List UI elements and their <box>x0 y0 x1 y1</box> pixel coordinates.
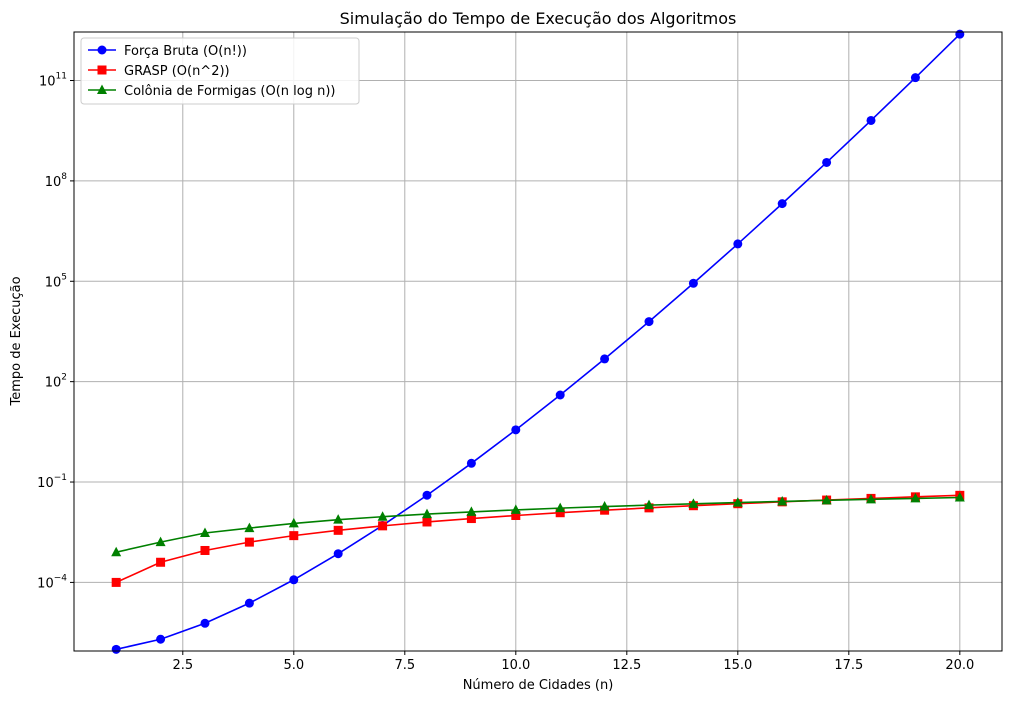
x-tick-label: 20.0 <box>945 658 974 673</box>
data-point-triangle <box>555 502 566 513</box>
legend-label: GRASP (O(n^2)) <box>124 64 230 79</box>
data-point-square <box>378 521 388 531</box>
x-axis-label: Número de Cidades (n) <box>463 678 614 693</box>
data-point-triangle <box>954 491 965 502</box>
legend-entry: GRASP (O(n^2)) <box>88 64 230 79</box>
data-point-triangle <box>244 522 255 533</box>
data-point-triangle <box>732 497 743 507</box>
data-point-circle <box>156 634 166 644</box>
series-line <box>116 33 961 651</box>
data-point-square <box>511 510 521 520</box>
data-point-square <box>466 514 476 524</box>
y-tick-label: 108 <box>45 172 68 190</box>
series-lines <box>111 29 965 654</box>
data-point-circle <box>244 598 254 608</box>
data-point-triangle <box>688 498 699 508</box>
data-point-circle <box>289 575 299 585</box>
x-tick-label: 12.5 <box>612 658 641 673</box>
data-point-triangle <box>510 504 521 514</box>
legend-entry: Colônia de Formigas (O(n log n)) <box>88 84 336 99</box>
y-tick-label: 10−1 <box>37 473 67 491</box>
y-tick-label: 102 <box>45 373 67 391</box>
data-point-circle <box>111 644 121 654</box>
data-point-circle <box>866 115 876 125</box>
data-point-triangle <box>421 508 432 519</box>
x-tick-label: 5.0 <box>283 658 304 673</box>
legend-label: Colônia de Formigas (O(n log n)) <box>124 84 336 99</box>
x-tick-label: 7.5 <box>394 658 415 673</box>
x-tick-label: 17.5 <box>834 658 863 673</box>
y-axis-ticks: 10−4 10−1 102 105 108 1011 <box>37 72 74 591</box>
data-point-circle <box>822 157 832 167</box>
data-point-circle <box>422 490 432 500</box>
legend-box <box>80 37 360 105</box>
series-3 <box>111 491 965 557</box>
legend-label: Força Bruta (O(n!)) <box>124 44 247 59</box>
data-point-circle <box>555 390 565 400</box>
x-tick-label: 2.5 <box>172 658 193 673</box>
legend: Força Bruta (O(n!)) GRASP (O(n^2)) Colônia… <box>80 37 360 105</box>
data-point-triangle <box>599 501 610 511</box>
data-point-triangle <box>821 494 832 505</box>
data-point-circle <box>777 199 787 209</box>
data-point-square <box>289 531 299 541</box>
data-point-square <box>244 537 254 547</box>
series-1 <box>111 29 965 654</box>
y-tick-label: 10−4 <box>37 573 67 591</box>
data-point-triangle <box>155 536 166 547</box>
data-point-triangle <box>288 517 299 528</box>
data-point-triangle <box>466 506 477 516</box>
y-tick-label: 105 <box>45 272 67 290</box>
data-point-circle <box>688 278 698 288</box>
x-tick-label: 10.0 <box>501 658 530 673</box>
data-point-triangle <box>777 495 788 506</box>
chart-title: Simulação do Tempo de Execução dos Algor… <box>340 9 737 28</box>
x-axis-ticks: 2.5 5.0 7.5 10.0 12.5 15.0 17.5 20.0 <box>172 651 974 673</box>
data-point-triangle <box>97 84 107 94</box>
data-point-circle <box>600 354 610 364</box>
data-point-triangle <box>377 511 388 521</box>
plot-area-frame <box>73 31 1003 652</box>
data-point-triangle <box>644 499 655 510</box>
data-point-circle <box>333 549 343 559</box>
data-point-circle <box>955 29 965 39</box>
data-point-square <box>333 525 343 535</box>
data-point-circle <box>644 317 654 327</box>
data-point-triangle <box>910 492 921 503</box>
data-point-circle <box>200 618 210 628</box>
legend-entry: Força Bruta (O(n!)) <box>88 44 247 59</box>
data-point-triangle <box>111 546 122 557</box>
data-point-triangle <box>866 493 877 504</box>
y-axis-label: Tempo de Execução <box>9 276 24 406</box>
data-point-square <box>200 545 210 555</box>
data-point-square <box>555 508 565 518</box>
data-point-square <box>422 517 432 527</box>
data-point-circle <box>910 73 920 83</box>
data-point-circle <box>97 45 107 55</box>
data-point-square <box>156 557 166 567</box>
grid <box>74 32 1002 651</box>
x-tick-label: 15.0 <box>723 658 752 673</box>
data-point-square <box>111 577 121 587</box>
series-2 <box>111 490 965 587</box>
data-point-circle <box>733 239 743 249</box>
data-point-circle <box>511 425 521 435</box>
data-point-triangle <box>333 514 344 524</box>
series-line <box>116 496 960 553</box>
y-tick-label: 1011 <box>39 72 67 90</box>
data-point-square <box>97 65 107 75</box>
data-point-circle <box>466 458 476 468</box>
data-point-triangle <box>199 527 210 537</box>
